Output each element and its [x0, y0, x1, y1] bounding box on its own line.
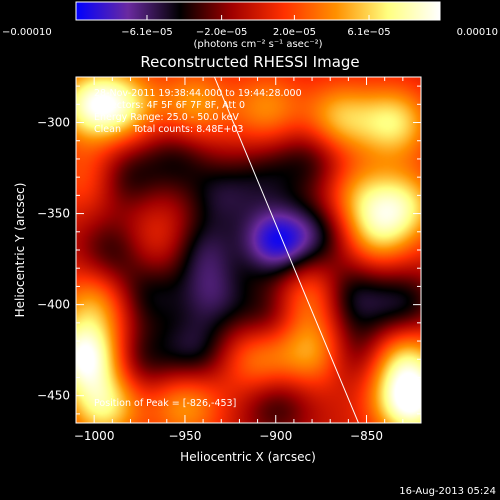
annotation-detectors: Detectors: 4F 5F 6F 7F 8F, Att 0 — [94, 100, 245, 111]
x-tick-label: −900 — [259, 429, 292, 443]
render-timestamp: 16-Aug-2013 05:24 — [399, 486, 496, 497]
chart-title: Reconstructed RHESSI Image — [140, 53, 359, 71]
x-tick-label: −1000 — [74, 429, 115, 443]
y-tick-label: −450 — [37, 389, 70, 403]
colorbar — [75, 1, 441, 21]
colorbar-tick-label: 2.0e−05 — [273, 27, 316, 38]
peak-position-label: Position of Peak = [-826,-453] — [94, 398, 236, 409]
y-tick-label: −350 — [37, 207, 70, 221]
y-tick-label: −300 — [37, 116, 70, 130]
colorbar-tick-label: −2.0e−05 — [196, 27, 248, 38]
x-tick-label: −950 — [168, 429, 201, 443]
colorbar-ticks: −0.00010 −6.1e−05 −2.0e−05 2.0e−05 6.1e−05 0.… — [2, 15, 498, 38]
colorbar-tick-label: 6.1e−05 — [347, 27, 390, 38]
colorbar-tick-label: −0.00010 — [2, 27, 52, 38]
annotation-energy-range: Energy Range: 25.0 - 50.0 keV — [94, 112, 239, 123]
annotation-clean-counts: Clean Total counts: 8.48E+03 — [94, 124, 243, 135]
annotation-time-range: 28-Nov-2011 19:38:44.000 to 19:44:28.000 — [94, 88, 302, 99]
y-axis-label: Heliocentric Y (arcsec) — [13, 183, 27, 318]
colorbar-tick-label: −6.1e−05 — [121, 27, 173, 38]
x-tick-label: −850 — [350, 429, 383, 443]
y-tick-label: −400 — [37, 298, 70, 312]
axis-ticks: −1000 −950 −900 −850 −300 −350 −400 −450 — [37, 77, 422, 443]
heatmap-image — [76, 77, 421, 423]
colorbar-tick-label: 0.00010 — [457, 27, 498, 38]
colorbar-unit-label: (photons cm⁻² s⁻¹ asec⁻²) — [193, 39, 322, 50]
solar-limb-line — [213, 77, 360, 423]
x-axis-label: Heliocentric X (arcsec) — [180, 450, 316, 464]
